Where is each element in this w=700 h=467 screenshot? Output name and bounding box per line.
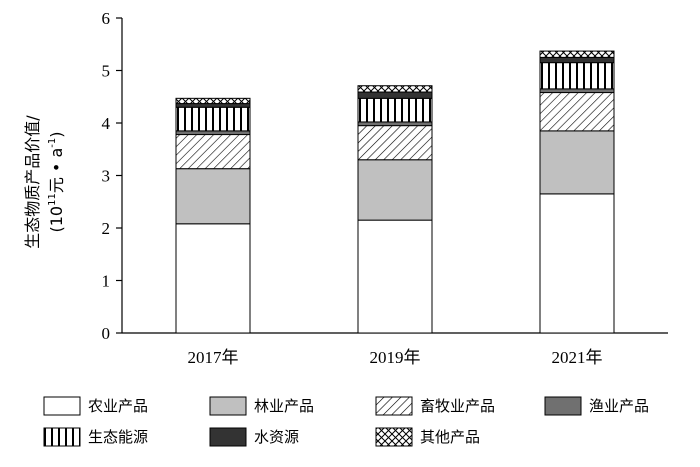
bar-segment (175, 130, 251, 136)
y-axis-unit-exp: 11 (47, 193, 58, 206)
x-axis-labels: 2017年 2019年 2021年 (188, 348, 603, 367)
bars-group (175, 50, 615, 334)
legend-label: 林业产品 (254, 397, 314, 415)
bar-segment (357, 91, 433, 99)
bar-segment (175, 134, 251, 170)
bar-segment (175, 168, 251, 225)
bar-segment (539, 130, 615, 195)
bar-segment (357, 125, 433, 161)
bar-segment (539, 56, 615, 64)
bar-segment (357, 219, 433, 334)
legend-item: 生态能源 (43, 427, 148, 447)
bar-segment (539, 62, 615, 90)
legend-item: 农业产品 (43, 396, 148, 416)
y-axis-title: 生态物质产品价值/ (1011元 • a-1) (23, 115, 66, 249)
legend-item: 水资源 (209, 427, 299, 447)
bar-segment (357, 85, 433, 93)
legend-item: 其他产品 (375, 427, 480, 447)
x-tick-label: 2017年 (188, 348, 239, 367)
legend-label: 畜牧业产品 (420, 397, 495, 415)
y-tick-label: 6 (102, 9, 111, 28)
bar-segment (357, 97, 433, 123)
bar-segment (539, 193, 615, 334)
y-axis-unit-prefix: (10 (47, 206, 66, 233)
bar-segment (539, 92, 615, 132)
legend-label: 水资源 (254, 428, 299, 446)
legend-swatch (375, 396, 413, 416)
legend-label: 生态能源 (88, 428, 148, 446)
y-tick-label: 2 (102, 219, 111, 238)
legend-swatch (544, 396, 582, 416)
legend-item: 渔业产品 (544, 396, 649, 416)
bar-segment (175, 97, 251, 105)
legend-item: 林业产品 (209, 396, 314, 416)
legend-swatch (375, 427, 413, 447)
y-axis-title-line2: (1011元 • a-1) (47, 132, 66, 233)
bar-segment (175, 223, 251, 334)
legend-swatch (209, 427, 247, 447)
bar-stack (539, 50, 615, 334)
bar-segment (175, 106, 251, 132)
bar-segment (357, 121, 433, 127)
bar-segment (357, 159, 433, 221)
y-axis-unit-suffix: ) (47, 132, 66, 138)
legend-swatch (43, 427, 81, 447)
bar-segment (175, 103, 251, 108)
y-tick-label: 4 (102, 114, 111, 133)
legend-swatch (43, 396, 81, 416)
y-tick-label: 5 (102, 62, 111, 81)
legend-label: 其他产品 (420, 428, 480, 446)
legend-item: 畜牧业产品 (375, 396, 495, 416)
y-axis-ticks: 0 1 2 3 4 5 6 (102, 9, 122, 343)
y-tick-label: 1 (102, 272, 111, 291)
y-axis-title-line1: 生态物质产品价值/ (23, 115, 42, 249)
x-tick-label: 2019年 (370, 348, 421, 367)
legend-swatch (209, 396, 247, 416)
bar-segment (539, 50, 615, 58)
x-tick-label: 2021年 (552, 348, 603, 367)
y-tick-label: 3 (102, 167, 111, 186)
bar-segment (539, 88, 615, 94)
y-axis-unit-exp2: -1 (47, 138, 58, 148)
legend-label: 农业产品 (88, 397, 148, 415)
y-tick-label: 0 (102, 324, 111, 343)
bar-stack (175, 97, 251, 334)
bar-stack (357, 85, 433, 334)
y-axis-unit-mid: 元 • a (47, 148, 66, 193)
legend-label: 渔业产品 (589, 397, 649, 415)
